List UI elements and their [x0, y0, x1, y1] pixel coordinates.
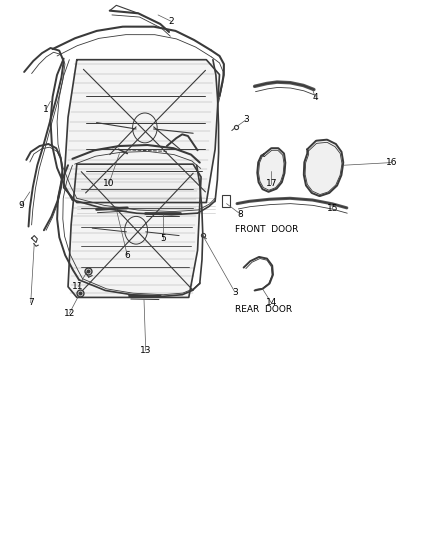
Polygon shape	[257, 148, 285, 192]
Text: FRONT  DOOR: FRONT DOOR	[234, 225, 297, 233]
Text: 13: 13	[140, 346, 151, 355]
Text: 7: 7	[28, 298, 34, 307]
Text: 9: 9	[18, 201, 24, 209]
Text: 14: 14	[265, 298, 276, 307]
Text: 4: 4	[312, 93, 317, 101]
Polygon shape	[64, 60, 219, 203]
Text: 17: 17	[265, 180, 276, 188]
Polygon shape	[68, 164, 201, 297]
Text: 11: 11	[72, 282, 84, 291]
Text: 10: 10	[103, 180, 114, 188]
Text: 12: 12	[64, 309, 75, 318]
Polygon shape	[303, 140, 343, 196]
Text: 15: 15	[326, 205, 338, 213]
Text: 1: 1	[43, 105, 49, 114]
Text: 5: 5	[160, 235, 166, 243]
Text: 2: 2	[168, 17, 173, 26]
Text: 8: 8	[237, 210, 243, 219]
Text: 16: 16	[385, 158, 396, 167]
Text: 3: 3	[231, 288, 237, 296]
Text: 3: 3	[242, 116, 248, 124]
Text: REAR  DOOR: REAR DOOR	[234, 305, 291, 313]
Text: 6: 6	[124, 251, 130, 260]
